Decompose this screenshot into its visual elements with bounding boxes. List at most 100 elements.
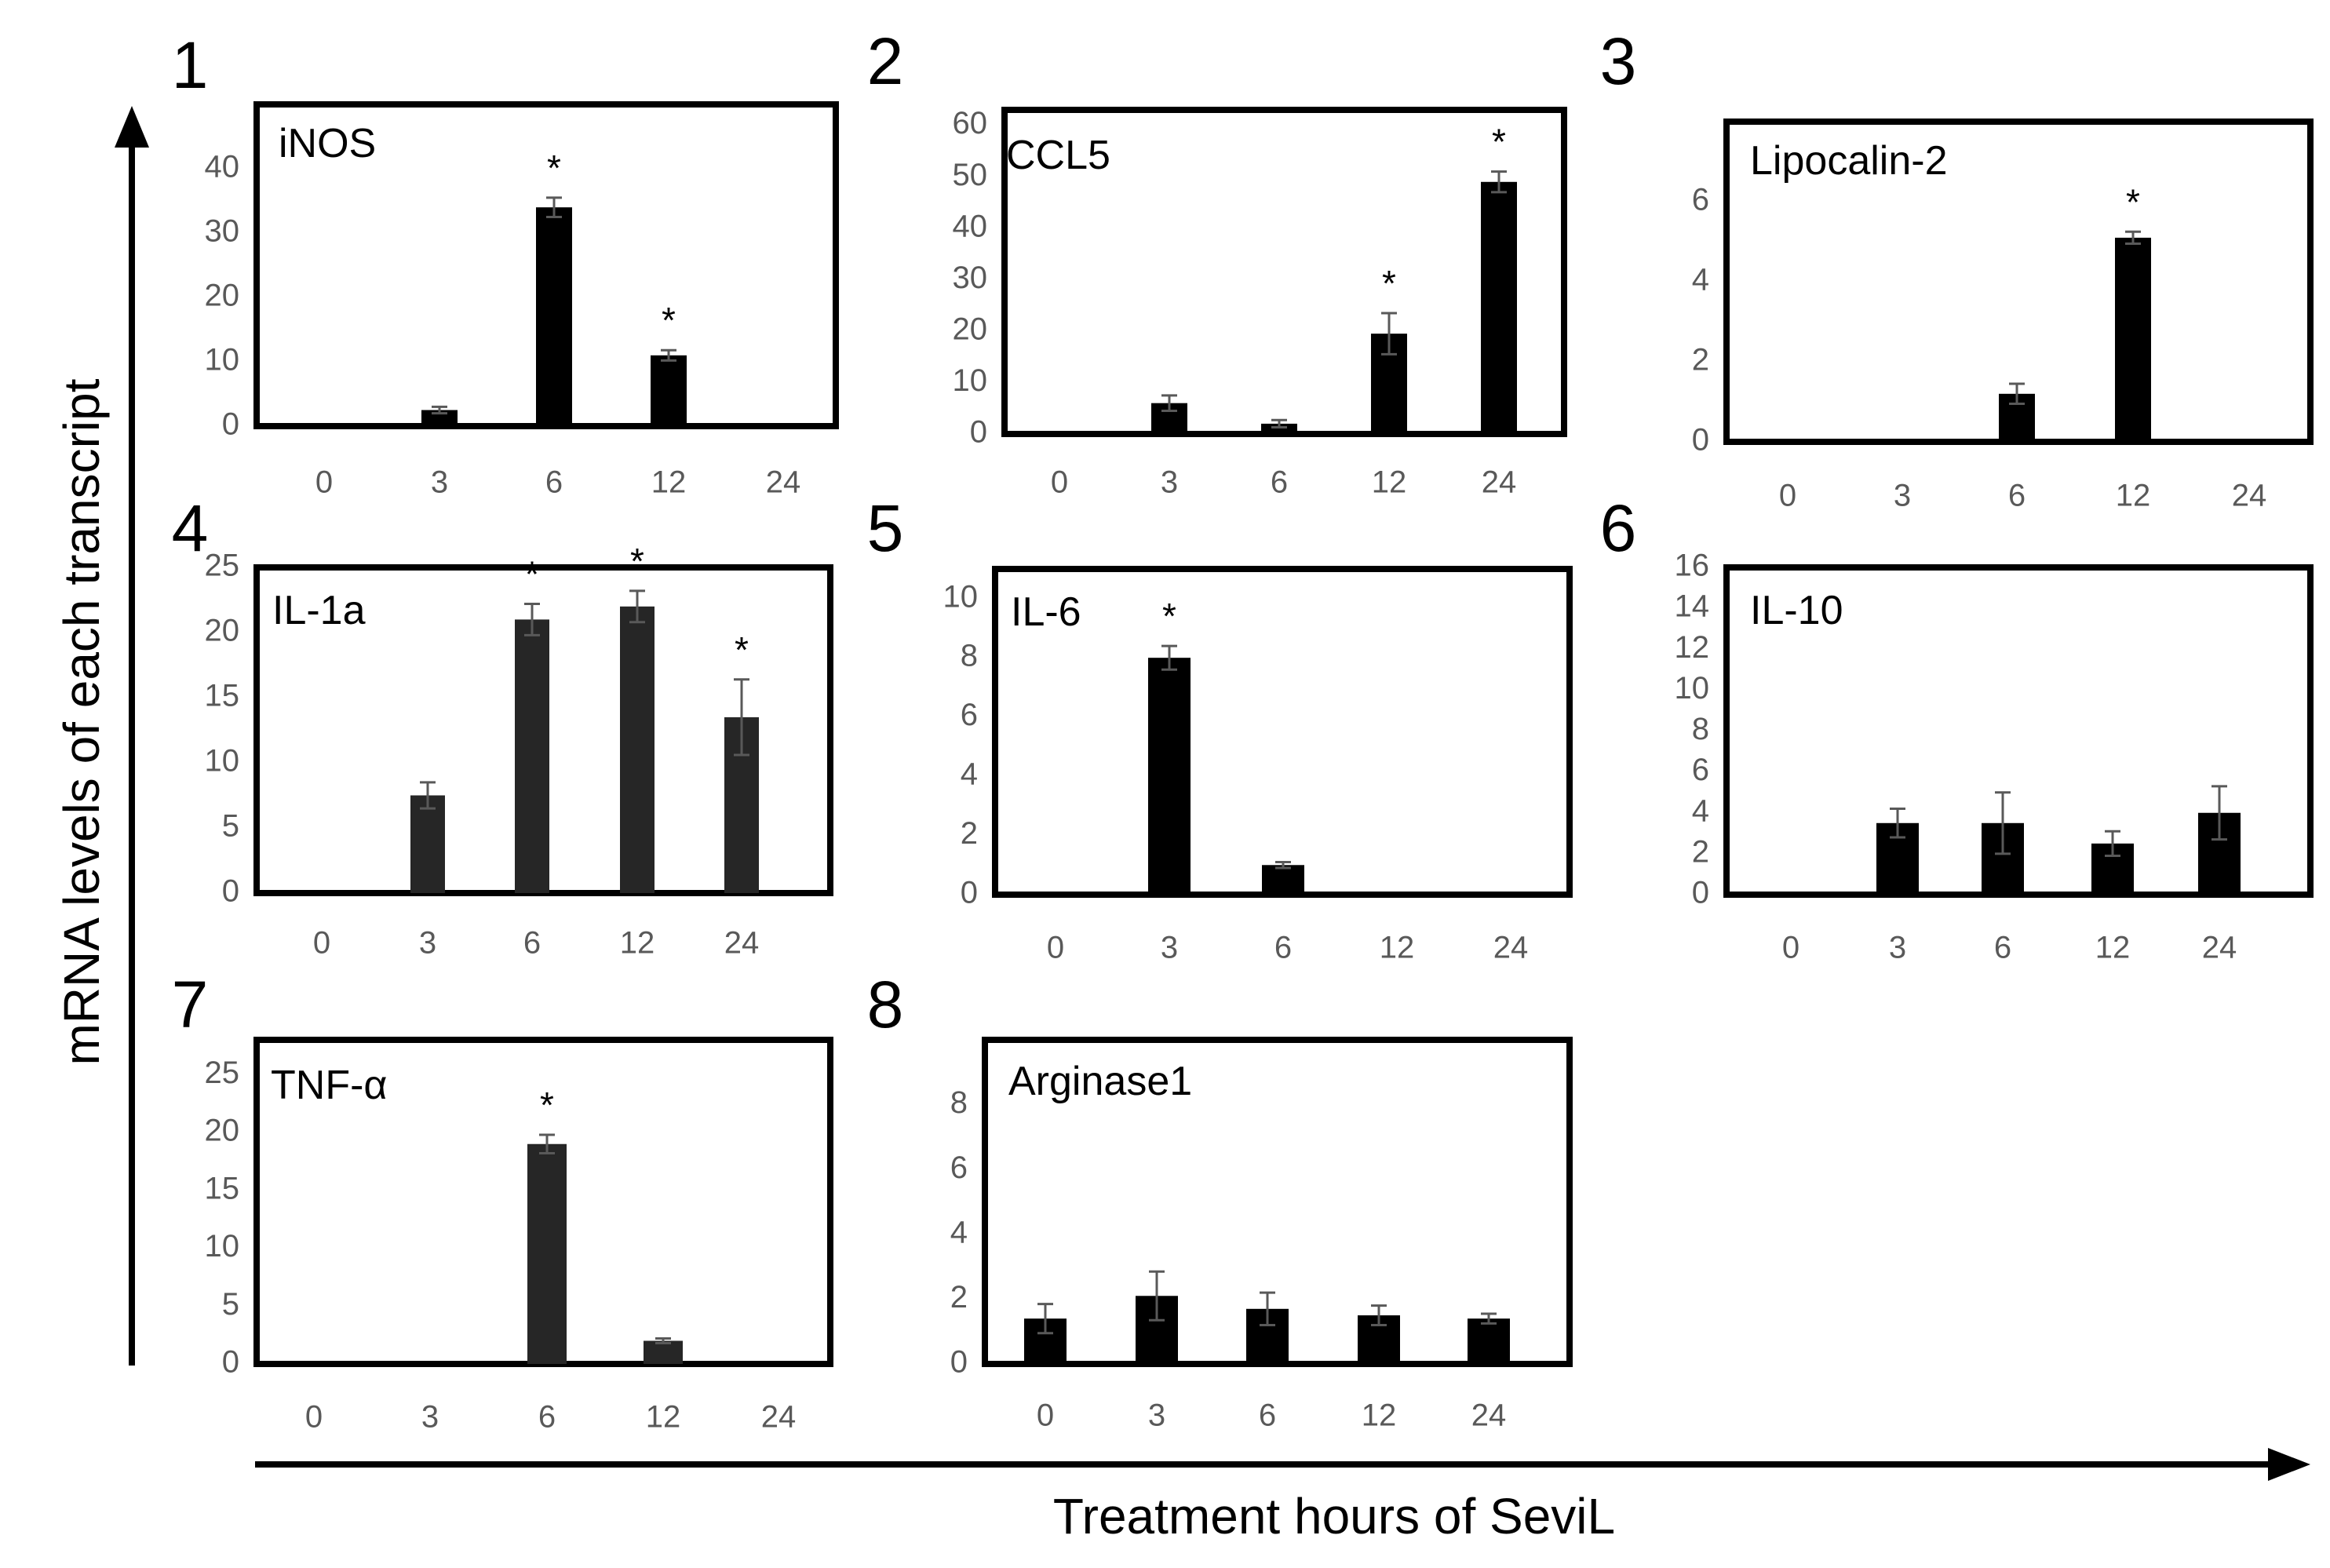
x-tick-label: 6 (1274, 931, 1292, 965)
y-tick-label: 60 (953, 106, 988, 140)
x-tick-label: 12 (1362, 1398, 1397, 1433)
y-tick-label: 0 (222, 407, 239, 442)
panel-number-1: 1 (172, 28, 209, 102)
y-tick-label: 2 (1692, 834, 1709, 869)
gene-title: IL-1a (272, 588, 366, 633)
y-tick-label: 10 (1675, 671, 1710, 706)
panel-number-3: 3 (1600, 24, 1637, 98)
y-tick-label: 20 (205, 1114, 240, 1148)
bar (620, 606, 655, 893)
y-tick-label: 6 (1692, 183, 1709, 217)
x-tick-label: 12 (2116, 479, 2151, 513)
y-tick-label: 0 (961, 876, 978, 910)
y-tick-label: 0 (1692, 876, 1709, 910)
gene-title: iNOS (279, 121, 376, 166)
chart-panel-1: 1 iNOS 0 10 20 30 40 0 3 * 6 * 12 24 (172, 28, 839, 500)
panel-number-2: 2 (867, 24, 904, 98)
significance-star: * (1162, 596, 1176, 636)
x-tick-label: 6 (1271, 465, 1288, 500)
significance-star: * (540, 1085, 554, 1125)
y-tick-label: 40 (953, 209, 988, 243)
x-tick-label: 6 (523, 926, 541, 961)
significance-star: * (525, 553, 539, 594)
gene-title: CCL5 (1006, 133, 1110, 178)
bar (1468, 1318, 1510, 1364)
plot-frame (992, 566, 1573, 898)
x-tick-label: 24 (761, 1400, 797, 1435)
y-tick-label: 30 (205, 214, 240, 249)
chart-panel-4: 4 IL-1a 0 5 10 15 20 25 0 3 * 6 * 12 * 24 (172, 491, 833, 961)
y-tick-label: 30 (953, 261, 988, 295)
x-tick-label: 0 (1782, 931, 1799, 965)
x-tick-label: 3 (431, 465, 448, 500)
y-tick-label: 2 (1692, 343, 1709, 377)
y-tick-label: 6 (950, 1150, 968, 1185)
panel-number-4: 4 (172, 491, 209, 565)
gene-title: TNF-α (271, 1063, 387, 1108)
y-tick-label: 16 (1675, 549, 1710, 583)
y-tick-label: 14 (1675, 589, 1710, 624)
x-tick-label: 6 (538, 1400, 556, 1435)
x-tick-label: 0 (315, 465, 333, 500)
y-tick-label: 0 (1692, 423, 1709, 458)
y-tick-label: 2 (961, 816, 978, 851)
x-tick-label: 6 (1994, 931, 2011, 965)
gene-title: IL-10 (1750, 588, 1843, 633)
y-tick-label: 5 (222, 809, 239, 844)
x-tick-label: 3 (421, 1400, 439, 1435)
y-tick-label: 8 (1692, 712, 1709, 746)
x-tick-label: 24 (1482, 465, 1517, 500)
x-tick-label: 0 (1047, 931, 1064, 965)
x-tick-label: 24 (1471, 1398, 1507, 1433)
significance-star: * (1382, 263, 1396, 304)
gene-title: Arginase1 (1008, 1059, 1192, 1104)
y-tick-label: 8 (950, 1085, 968, 1120)
x-tick-label: 3 (419, 926, 436, 961)
y-tick-label: 0 (950, 1345, 968, 1380)
bar (410, 795, 445, 893)
x-tick-label: 3 (1148, 1398, 1165, 1433)
y-tick-label: 10 (953, 363, 988, 398)
x-tick-label: 3 (1894, 479, 1911, 513)
significance-star: * (662, 300, 676, 341)
x-tick-label: 0 (1037, 1398, 1054, 1433)
x-tick-label: 12 (651, 465, 687, 500)
x-tick-label: 3 (1889, 931, 1906, 965)
x-tick-label: 12 (646, 1400, 681, 1435)
x-tick-label: 0 (313, 926, 330, 961)
significance-star: * (2126, 181, 2140, 222)
gene-title: Lipocalin-2 (1750, 138, 1948, 184)
y-tick-label: 10 (205, 1229, 240, 1264)
x-tick-label: 24 (724, 926, 760, 961)
chart-panel-2: 2 CCL5 0 10 20 30 40 50 60 0 3 6 * 12 * 24 (867, 24, 1567, 500)
y-arrow (115, 106, 149, 1366)
y-tick-label: 40 (205, 150, 240, 184)
bar (651, 355, 687, 426)
x-tick-label: 3 (1161, 465, 1178, 500)
y-tick-label: 12 (1675, 630, 1710, 665)
x-tick-label: 12 (2095, 931, 2131, 965)
x-tick-label: 24 (766, 465, 801, 500)
y-tick-label: 0 (222, 1345, 239, 1380)
bar (536, 207, 572, 426)
y-tick-label: 0 (970, 415, 987, 450)
y-tick-label: 6 (961, 698, 978, 732)
y-tick-label: 4 (1692, 793, 1709, 828)
y-tick-label: 25 (205, 1056, 240, 1090)
bar (1261, 423, 1297, 434)
x-tick-label: 12 (620, 926, 655, 961)
y-tick-label: 20 (953, 312, 988, 346)
significance-star: * (735, 629, 749, 670)
chart-panel-7: 7 TNF-α 0 5 10 15 20 25 0 3 * 6 12 24 (172, 968, 833, 1435)
x-arrow (255, 1448, 2310, 1481)
x-tick-label: 3 (1161, 931, 1178, 965)
x-tick-label: 6 (2008, 479, 2026, 513)
y-tick-label: 50 (953, 158, 988, 192)
bar (1148, 658, 1191, 895)
y-tick-label: 4 (961, 757, 978, 792)
